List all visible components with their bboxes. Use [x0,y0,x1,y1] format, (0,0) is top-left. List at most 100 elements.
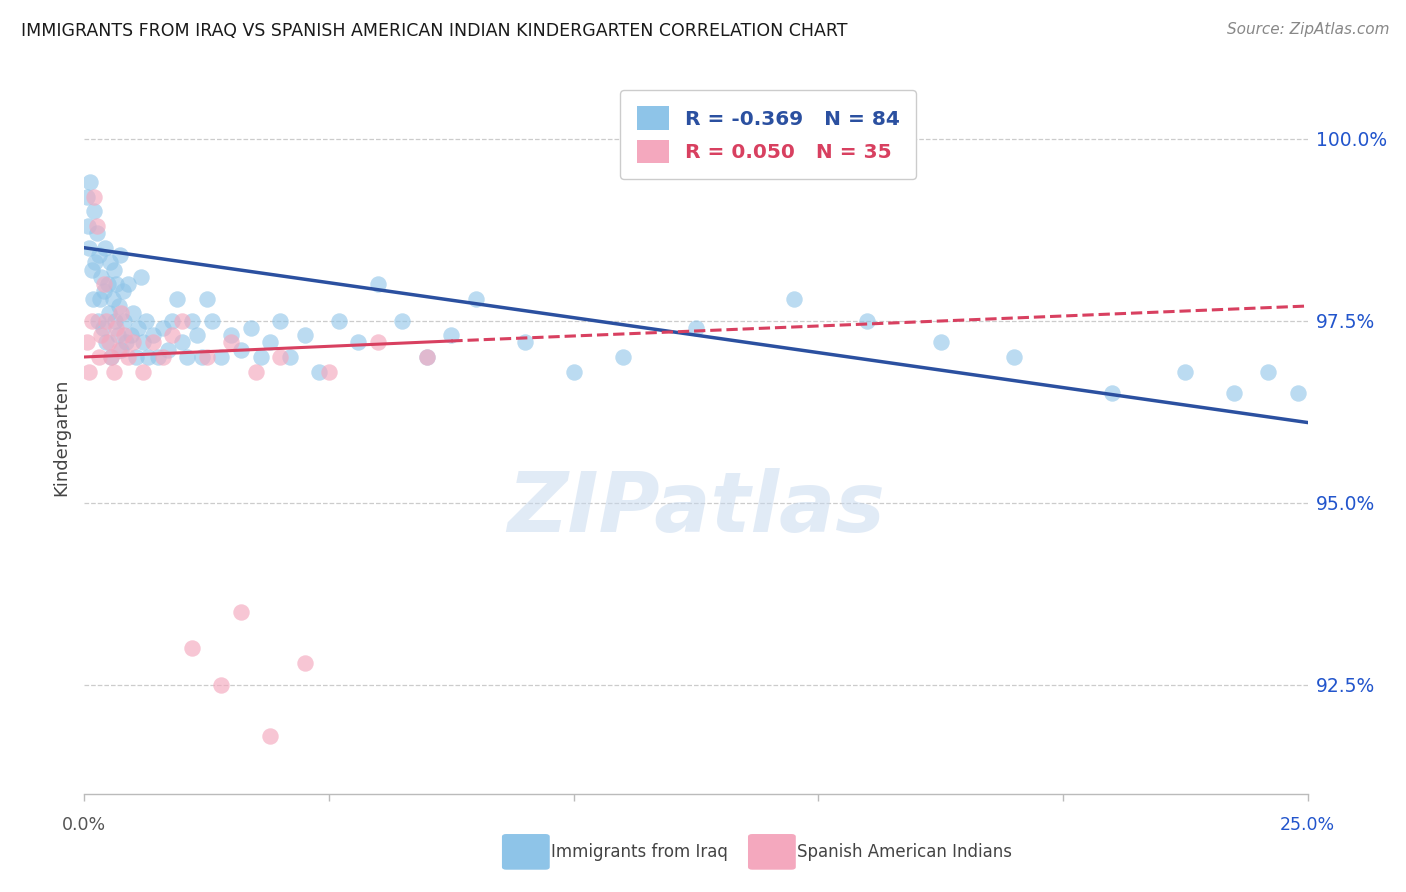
Point [90,269,112,284]
Point [108,248,131,262]
Point [93,285,115,299]
Point [191,350,214,364]
Point [142,335,165,350]
Point [269,313,291,327]
Point [110,343,132,357]
Point [105,277,128,292]
Point [245,365,267,379]
Point [416,350,439,364]
Text: Spanish American Indians: Spanish American Indians [797,843,1012,861]
Point [125,350,148,364]
Point [77,219,100,233]
Point [107,299,129,313]
Point [259,729,281,743]
Point [132,335,155,350]
Point [112,313,135,327]
Point [209,350,232,364]
Point [166,292,188,306]
Point [87,313,110,327]
Point [162,313,184,327]
Point [783,292,806,306]
Point [98,255,121,269]
Point [172,313,194,327]
Legend: R = -0.369   N = 84, R = 0.050   N = 35: R = -0.369 N = 84, R = 0.050 N = 35 [620,90,915,179]
Point [1257,365,1279,379]
Text: ZIPatlas: ZIPatlas [508,468,884,549]
Text: 25.0%: 25.0% [1279,815,1336,834]
Point [135,313,157,327]
Point [104,313,127,327]
Point [96,335,118,350]
Point [328,313,350,327]
Point [90,328,112,343]
Point [132,365,155,379]
Point [89,292,111,306]
Point [685,321,707,335]
Point [87,248,110,262]
Point [195,292,218,306]
Point [294,656,316,670]
Point [181,313,204,327]
Point [107,343,129,357]
Point [86,219,108,233]
Point [86,226,108,240]
Point [152,321,174,335]
Point [93,277,115,292]
Point [136,350,159,364]
Point [96,313,118,327]
Point [929,335,952,350]
Point [84,255,107,269]
Text: 0.0%: 0.0% [62,815,107,834]
Point [117,277,139,292]
Point [269,350,291,364]
Text: Source: ZipAtlas.com: Source: ZipAtlas.com [1226,22,1389,37]
Point [152,350,174,364]
Point [219,335,242,350]
Point [77,365,100,379]
Point [79,175,101,189]
Point [100,350,122,364]
Point [1174,365,1197,379]
Point [229,343,252,357]
Point [77,241,100,255]
Point [416,350,439,364]
Point [83,190,105,204]
Point [367,335,389,350]
Point [186,328,208,343]
Y-axis label: Kindergarten: Kindergarten [52,378,70,496]
Point [122,335,145,350]
Point [112,328,135,343]
Point [80,262,103,277]
Point [122,306,145,320]
Point [120,328,142,343]
Point [200,313,222,327]
Point [856,313,879,327]
Point [83,204,105,219]
Point [107,328,129,343]
Point [1002,350,1025,364]
Point [103,262,125,277]
Point [239,321,262,335]
Point [127,321,149,335]
Point [111,285,134,299]
Point [82,292,104,306]
Point [229,605,252,619]
Point [129,269,152,284]
Point [278,350,301,364]
Point [219,328,242,343]
Point [103,365,125,379]
Point [146,350,169,364]
Point [612,350,634,364]
Point [101,292,124,306]
Point [97,277,120,292]
Point [115,335,138,350]
Point [1101,386,1123,401]
Point [172,335,194,350]
Point [91,321,114,335]
Point [209,678,232,692]
Point [195,350,218,364]
Text: IMMIGRANTS FROM IRAQ VS SPANISH AMERICAN INDIAN KINDERGARTEN CORRELATION CHART: IMMIGRANTS FROM IRAQ VS SPANISH AMERICAN… [21,22,848,40]
Point [76,190,98,204]
Point [76,335,98,350]
Point [562,365,585,379]
